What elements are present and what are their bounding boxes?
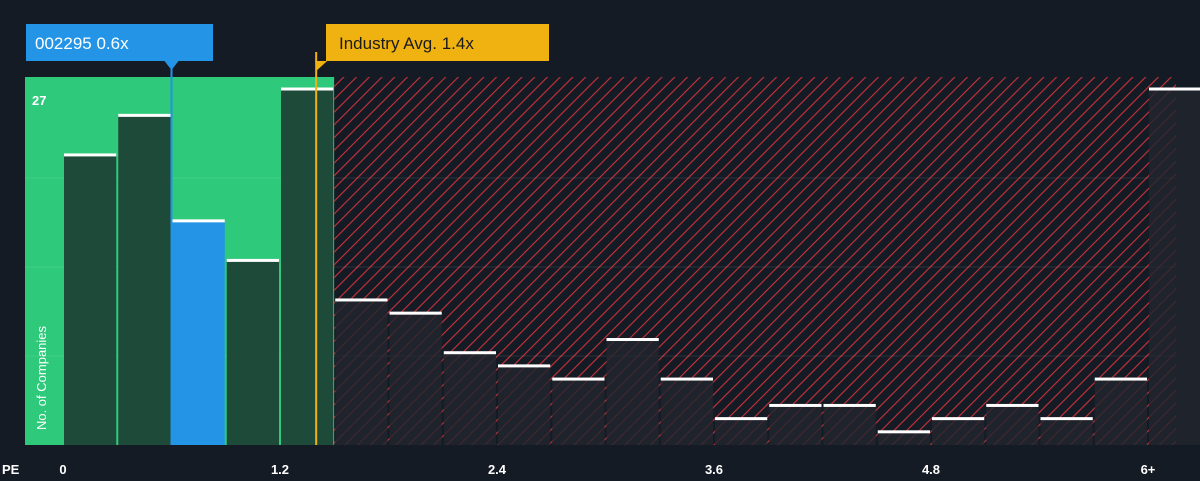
bar-cap-7 xyxy=(443,351,496,355)
bar-6 xyxy=(389,313,442,445)
bar-cap-17 xyxy=(986,403,1039,407)
bar-cap-6 xyxy=(389,311,442,315)
bar-12 xyxy=(715,418,768,445)
bar-7 xyxy=(443,352,496,445)
company-callout-pointer xyxy=(164,61,179,70)
bar-cap-20 xyxy=(1149,87,1200,91)
y-max-label: 27 xyxy=(32,93,46,108)
bar-cap-16 xyxy=(932,417,985,421)
x-tick-0: 0 xyxy=(59,462,66,476)
bar-15 xyxy=(877,431,930,445)
x-tick-3: 3.6 xyxy=(705,462,723,476)
bar-9 xyxy=(552,379,605,445)
industry-label: Industry Avg. 1.4x xyxy=(339,34,474,53)
bar-8 xyxy=(498,365,551,445)
bar-cap-12 xyxy=(715,417,768,421)
bar-14 xyxy=(823,405,876,445)
bar-cap-14 xyxy=(823,403,876,407)
bar-cap-19 xyxy=(1094,377,1147,381)
bar-1 xyxy=(118,115,171,446)
bar-16 xyxy=(932,418,985,445)
bar-cap-18 xyxy=(1040,417,1093,421)
bar-cap-0 xyxy=(64,153,117,157)
x-tick-4: 4.8 xyxy=(922,462,940,476)
bar-19 xyxy=(1094,379,1147,445)
bar-cap-1 xyxy=(118,113,171,117)
bar-20 xyxy=(1149,89,1200,445)
bar-cap-5 xyxy=(335,298,388,302)
industry-callout-box xyxy=(326,24,549,61)
bar-cap-3 xyxy=(226,258,279,262)
bar-cap-9 xyxy=(552,377,605,381)
bar-13 xyxy=(769,405,822,445)
x-tick-1: 1.2 xyxy=(271,462,289,476)
bar-cap-4 xyxy=(281,87,334,91)
bar-10 xyxy=(606,339,659,445)
bar-17 xyxy=(986,405,1039,445)
x-tick-2: 2.4 xyxy=(488,462,507,476)
bar-cap-2 xyxy=(172,219,225,223)
bar-cap-11 xyxy=(660,377,713,381)
company-label: 002295 0.6x xyxy=(35,34,129,53)
bar-cap-15 xyxy=(877,430,930,434)
bar-cap-8 xyxy=(498,364,551,368)
x-axis-label: PE xyxy=(2,462,20,476)
y-axis-label: No. of Companies xyxy=(34,325,49,430)
bar-4 xyxy=(281,89,334,445)
bar-cap-13 xyxy=(769,403,822,407)
bar-2 xyxy=(172,220,225,445)
bar-11 xyxy=(660,379,713,445)
bar-cap-10 xyxy=(606,338,659,342)
company-callout-box xyxy=(26,24,213,61)
industry-callout-pointer xyxy=(315,61,328,71)
bar-3 xyxy=(226,260,279,445)
bar-0 xyxy=(64,154,117,446)
x-tick-5: 6+ xyxy=(1141,462,1156,476)
bar-18 xyxy=(1040,418,1093,445)
bar-5 xyxy=(335,299,388,445)
